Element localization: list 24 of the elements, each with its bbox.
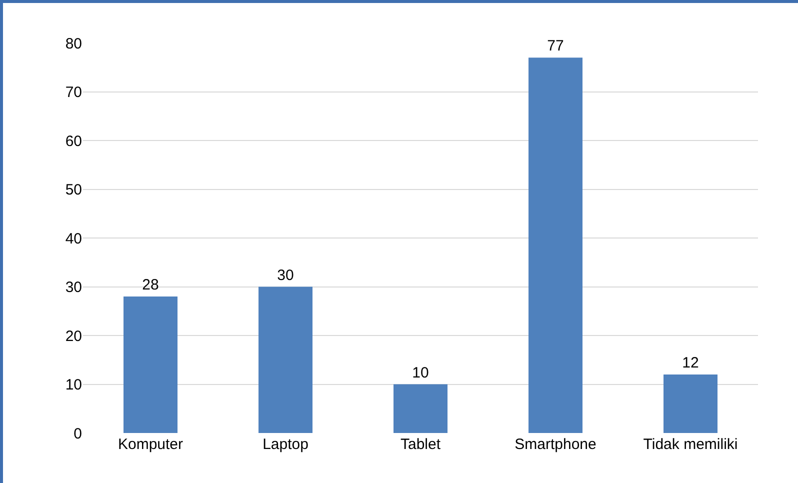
bar [394,384,448,433]
y-tick-label: 20 [65,328,82,345]
y-tick-label: 40 [65,230,82,248]
x-tick-label: Smartphone [514,436,596,453]
data-label: 28 [142,276,159,294]
x-tick-label: Laptop [262,436,308,453]
y-tick-label: 0 [74,425,82,442]
bar [528,58,582,433]
data-label: 77 [547,38,564,55]
y-tick-label: 30 [65,279,82,296]
x-tick-label: Tidak memiliki [643,436,738,453]
y-tick-label: 10 [65,376,82,394]
bar [664,374,718,433]
data-label: 10 [412,364,429,382]
y-tick-label: 80 [65,35,82,52]
y-tick-label: 50 [65,182,82,198]
y-tick-label: 60 [65,132,82,150]
data-label: 30 [277,266,294,284]
bar [258,286,312,433]
data-label: 12 [682,354,699,372]
x-tick-label: Komputer [118,436,184,453]
x-tick-label: Tablet [400,436,442,453]
bar [124,296,178,433]
y-tick-label: 70 [65,84,82,101]
